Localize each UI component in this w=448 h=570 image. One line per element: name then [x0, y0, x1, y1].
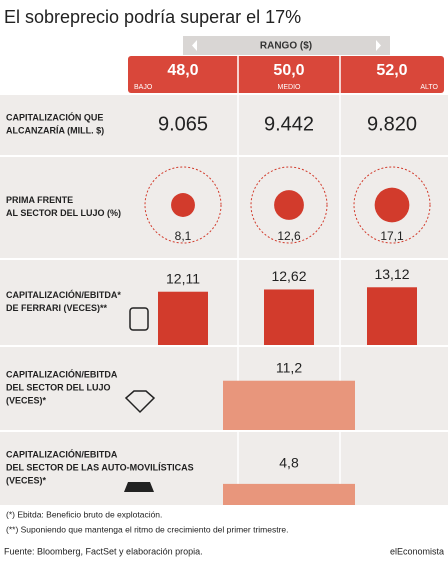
row-label: CAPITALIZACIÓN/EBITDA DEL SECTOR DE LAS A… [6, 449, 194, 486]
value-label: 12,6 [277, 229, 301, 243]
range-band [183, 36, 390, 55]
icons [124, 307, 156, 492]
range-circle [353, 166, 431, 244]
range-sublabel: MEDIO [278, 84, 302, 91]
note: (*) Ebitda: Beneficio bruto de explotaci… [6, 509, 162, 519]
row-label-line: CAPITALIZACIÓN/EBITDA* [6, 289, 121, 300]
bar [367, 287, 417, 345]
range-circle [250, 166, 328, 244]
value-text: 9.065 [158, 113, 208, 135]
row-label-line: CAPITALIZACIÓN/EBITDA [6, 449, 118, 460]
row-label: CAPITALIZACIÓN QUE ALCANZARÍA (MILL. $) [6, 112, 104, 136]
range-label: RANGO ($) [260, 41, 312, 52]
row-label-line: DEL SECTOR DEL LUJO [6, 383, 111, 393]
range-sublabel: ALTO [420, 84, 438, 91]
brand: elEconomista [390, 546, 444, 556]
value-text: 9.442 [264, 113, 314, 135]
range-value: 52,0 [376, 62, 407, 79]
row-label-line: (VECES)* [6, 396, 47, 406]
row-label-line: CAPITALIZACIÓN/EBITDA [6, 369, 118, 380]
row-label-line: PRIMA FRENTE [6, 195, 73, 205]
value-label: 12,11 [166, 270, 200, 286]
header-band [128, 56, 444, 93]
car-icon [124, 482, 154, 492]
value-label: 13,12 [374, 266, 409, 282]
row-label: CAPITALIZACIÓN/EBITDA DEL SECTOR DEL LUJO… [6, 369, 118, 406]
row-label-line: (VECES)* [6, 476, 47, 486]
bar [223, 380, 355, 430]
range-value: 48,0 [167, 62, 198, 79]
range-sublabel: BAJO [134, 84, 153, 91]
value-label: 4,8 [279, 455, 299, 471]
row-label-line: ALCANZARÍA (MILL. $) [6, 126, 104, 136]
value-label: 11,2 [276, 359, 302, 375]
ferrari-icon [129, 307, 149, 331]
title: El sobreprecio podría superar el 17% [4, 7, 301, 27]
bar [223, 483, 355, 505]
row-label-line: DEL SECTOR DE LAS AUTO-MOVILÍSTICAS [6, 463, 194, 473]
range-circle [144, 166, 222, 244]
value-text: 9.820 [367, 113, 417, 135]
row-label-line: DE FERRARI (VECES)** [6, 303, 108, 313]
row-label: CAPITALIZACIÓN/EBITDA* DE FERRARI (VECES)… [6, 289, 121, 313]
premium-dot [374, 187, 410, 223]
note: (**) Suponiendo que mantenga el ritmo de… [6, 524, 289, 534]
row-label-line: CAPITALIZACIÓN QUE [6, 112, 103, 123]
bar [158, 291, 208, 345]
value-label: 12,62 [271, 268, 306, 284]
row-label-line: AL SECTOR DEL LUJO (%) [6, 208, 121, 218]
value-label: 17,1 [380, 229, 404, 243]
bar [264, 289, 314, 345]
row-label: PRIMA FRENTE AL SECTOR DEL LUJO (%) [6, 195, 121, 218]
value-label: 8,1 [175, 229, 192, 243]
premium-dot [274, 190, 304, 220]
source: Fuente: Bloomberg, FactSet y elaboración… [4, 546, 203, 556]
diamond-icon [124, 390, 156, 414]
premium-dot [171, 193, 195, 217]
range-value: 50,0 [273, 62, 304, 79]
